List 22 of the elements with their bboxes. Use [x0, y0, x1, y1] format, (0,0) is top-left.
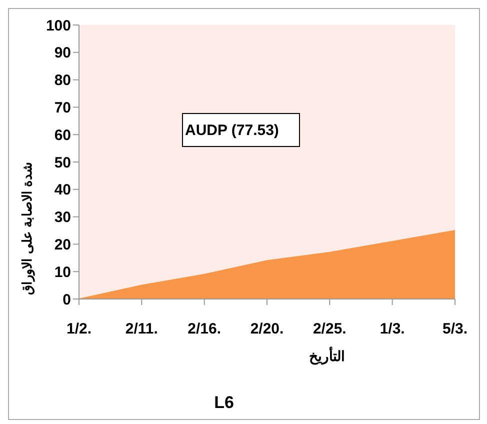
- y-tick-label: 10: [54, 264, 71, 281]
- x-tick-label: 1/2.: [66, 320, 92, 338]
- y-tick-label: 90: [54, 44, 71, 62]
- y-tick-label: 0: [62, 291, 71, 308]
- y-tick-label: 100: [46, 17, 71, 34]
- x-tick-label: 2/25.: [312, 320, 346, 338]
- text: L6: [213, 393, 235, 413]
- x-tick-label: 2/11.: [125, 320, 158, 338]
- y-axis-title: شدة الاصابة على الاوراق: [20, 162, 36, 295]
- y-tick-label: 70: [54, 100, 71, 117]
- y-tick-label: 50: [54, 154, 71, 172]
- x-tick-label: 1/3.: [380, 320, 405, 338]
- y-tick-label: 30: [54, 209, 71, 226]
- y-tick-label: 40: [54, 182, 71, 199]
- y-tick-label: 80: [54, 72, 71, 90]
- y-tick-label: 20: [54, 236, 71, 254]
- x-tick-label: 2/20.: [250, 320, 284, 338]
- annotation: AUDP (77.53): [182, 113, 300, 147]
- x-tick-label: 5/3.: [442, 320, 468, 338]
- y-tick-label: 60: [54, 126, 71, 144]
- x-axis-title: التأريخ: [309, 346, 345, 365]
- x-tick-label: 2/16.: [188, 320, 222, 338]
